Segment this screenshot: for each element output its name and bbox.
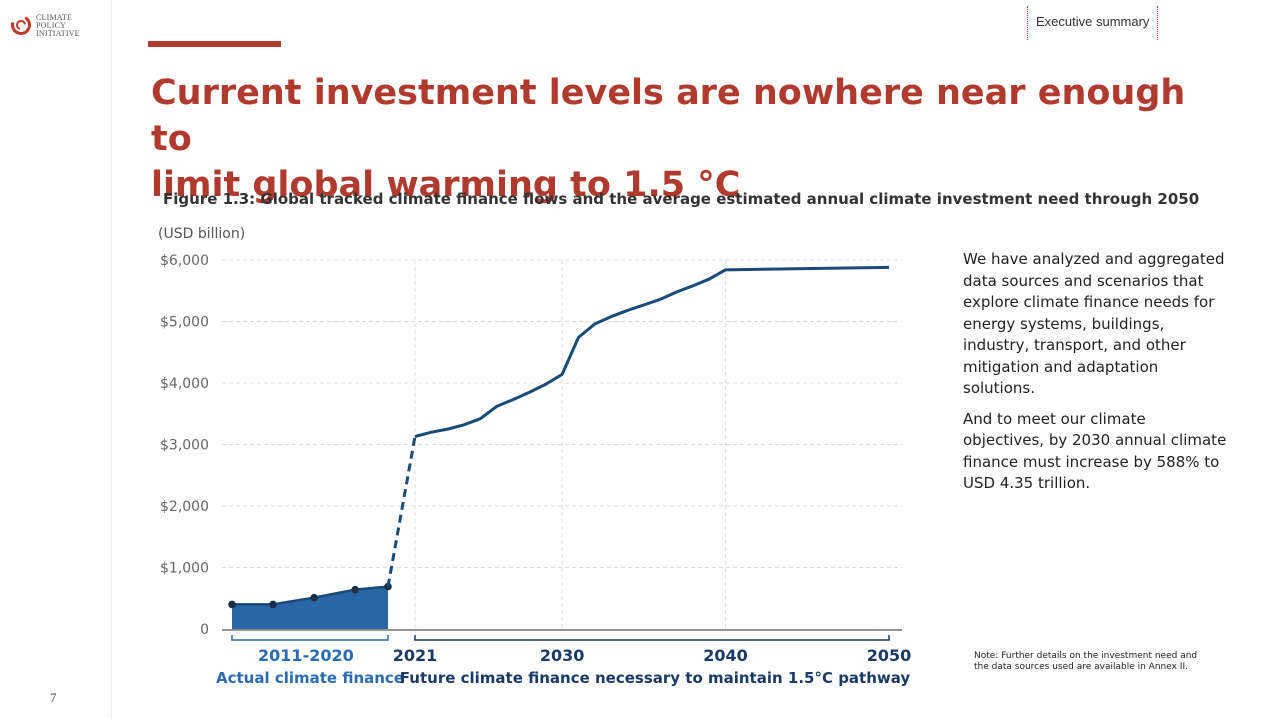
logo-line-3: INITIATIVE	[36, 29, 80, 38]
future-group-label: Future climate finance necessary to main…	[400, 669, 911, 687]
actual-group-label: Actual climate finance	[216, 669, 404, 687]
logo-line-1: CLIMATE	[36, 13, 73, 22]
figure-title: Figure 1.3: Global tracked climate finan…	[163, 190, 1200, 208]
title-accent-bar	[148, 41, 281, 47]
footnote: Note: Further details on the investment …	[974, 651, 1198, 672]
logo-line-2: POLICY	[36, 21, 67, 30]
slide-title-line-2: limit global warming to 1.5 °C	[151, 165, 741, 205]
x-tick-label: 2011-2020	[258, 646, 354, 665]
y-unit-label: (USD billion)	[158, 226, 245, 242]
left-rail: CLIMATE POLICY INITIATIVE 7	[0, 0, 112, 719]
future-need-line	[414, 265, 890, 438]
y-tick-label: $6,000	[160, 253, 209, 269]
actual-finance-area	[232, 586, 388, 629]
y-tick-label: $4,000	[160, 376, 209, 392]
x-tick-label: 2040	[703, 646, 748, 665]
slide-title-line-1: Current investment levels are nowhere ne…	[151, 73, 1186, 159]
cpi-logo-icon	[11, 15, 31, 35]
side-text-paragraph-2: And to meet our climate objectives, by 2…	[963, 409, 1227, 493]
x-tick-label: 2050	[867, 646, 912, 665]
y-tick-label: $3,000	[160, 438, 209, 454]
slide-title: Current investment levels are nowhere ne…	[151, 70, 1211, 208]
y-tick-label: $1,000	[160, 561, 209, 577]
y-tick-label: $5,000	[160, 315, 209, 331]
actual-finance-point-2	[310, 593, 318, 602]
actual-finance-point-3	[351, 585, 359, 594]
actual-finance-point-1	[269, 600, 277, 609]
x-tick-label: 2030	[540, 646, 585, 665]
side-text: We have analyzed and aggregated data sou…	[963, 249, 1228, 504]
x-tick-label: 2021	[393, 646, 438, 665]
cpi-logo[interactable]: CLIMATE POLICY INITIATIVE	[10, 14, 80, 38]
actual-period-bracket	[231, 635, 389, 641]
future-period-bracket	[414, 635, 890, 641]
section-label[interactable]: Executive summary	[1027, 6, 1159, 40]
page-number: 7	[50, 690, 57, 705]
logo-text: CLIMATE POLICY INITIATIVE	[36, 14, 80, 38]
y-tick-label: $2,000	[160, 499, 209, 515]
transition-dashed-line	[386, 436, 417, 587]
y-tick-label: 0	[200, 622, 209, 638]
side-text-paragraph-1: We have analyzed and aggregated data sou…	[963, 250, 1225, 397]
actual-finance-point-0	[228, 600, 236, 609]
